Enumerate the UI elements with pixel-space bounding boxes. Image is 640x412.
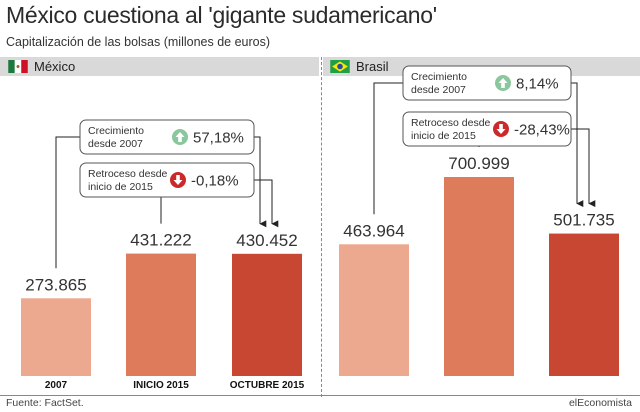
brasil-arrow-glyph-1	[496, 124, 506, 134]
source-note: Fuente: FactSet.	[6, 397, 84, 409]
mexico-annotation-value-1: -0,18%	[191, 173, 239, 190]
brasil-flag-icon	[330, 60, 350, 73]
mexico-arrow-glyph-0	[175, 132, 185, 142]
bottom-rule	[0, 395, 640, 396]
mexico-panel-label: México	[34, 59, 76, 74]
mexico-annotation-value-0: 57,18%	[193, 130, 244, 147]
brasil-annotation-box-1	[402, 111, 572, 147]
brasil-annotation-line2-1: inicio de 2015	[411, 130, 476, 142]
panel-divider	[321, 57, 322, 397]
mexico-connector-arrow-0	[254, 136, 267, 228]
mexico-category-label-0: 2007	[45, 380, 68, 391]
brasil-annotation-box-0	[402, 65, 572, 101]
brasil-annotation-value-0: 8,14%	[516, 76, 559, 93]
brasil-connector-arrow-0	[571, 82, 584, 208]
mexico-annotation-line2-1: inicio de 2015	[88, 181, 153, 193]
mexico-value-label-1: 431.222	[130, 231, 191, 250]
mexico-bar-0	[21, 298, 91, 376]
brasil-panel-label: Brasil	[356, 59, 389, 74]
brasil-bar-2	[549, 233, 619, 376]
mexico-arrow-glyph-1	[173, 175, 183, 185]
mexico-bar-2	[232, 253, 302, 376]
brasil-annotation-line2-0: desde 2007	[411, 84, 466, 96]
mexico-value-label-0: 273.865	[25, 275, 86, 294]
mexico-annotation-line2-0: desde 2007	[88, 138, 143, 150]
brand-logo: elEconomista	[568, 397, 632, 409]
mexico-annotation-line1-0: Crecimiento	[88, 125, 144, 137]
brasil-annotation-value-1: -28,43%	[514, 122, 570, 139]
brasil-value-label-2: 501.735	[553, 211, 614, 230]
brasil-annotation-line1-1: Retroceso desde	[411, 117, 491, 129]
mexico-value-label-2: 430.452	[236, 231, 297, 250]
brasil-value-label-1: 700.999	[448, 154, 509, 173]
chart-subtitle: Capitalización de las bolsas (millones d…	[6, 35, 271, 49]
brasil-bar-1	[444, 177, 514, 376]
mexico-flag-icon	[8, 60, 28, 73]
brasil-connector-start-0	[373, 82, 403, 215]
mexico-connector-start-0	[55, 136, 80, 269]
brasil-arrow-glyph-0	[498, 78, 508, 88]
mexico-connector-arrow-1	[254, 179, 279, 228]
mexico-annotation-box-0	[79, 119, 255, 155]
brasil-value-label-0: 463.964	[343, 221, 404, 240]
mexico-annotation-line1-1: Retroceso desde	[88, 168, 168, 180]
brasil-bar-0	[339, 244, 409, 376]
brasil-annotation-line1-0: Crecimiento	[411, 71, 467, 83]
mexico-header-band	[0, 57, 319, 76]
brasil-connector-arrow-1	[571, 128, 596, 208]
mexico-bar-1	[126, 253, 196, 376]
mexico-category-label-1: INICIO 2015	[133, 380, 189, 391]
chart-title: México cuestiona al 'gigante sudamerican…	[6, 2, 437, 28]
mexico-annotation-box-1	[79, 162, 255, 198]
mexico-category-label-2: OCTUBRE 2015	[230, 380, 305, 391]
